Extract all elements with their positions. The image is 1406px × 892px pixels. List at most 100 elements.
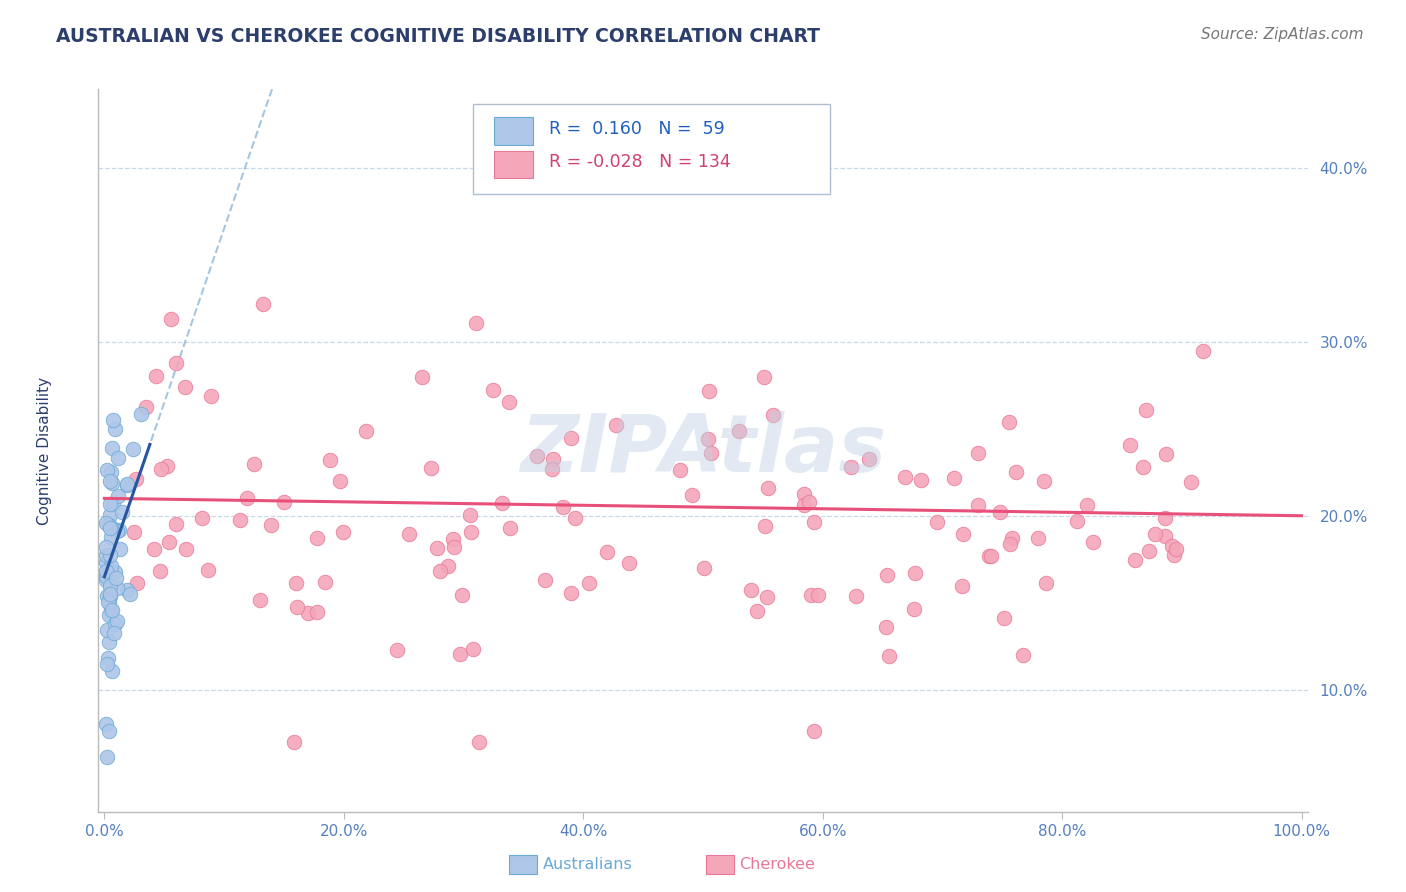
Point — [97, 650, 120, 665]
Point — [426, 541, 449, 556]
Point — [97, 594, 120, 608]
Point — [105, 524, 128, 538]
Point — [108, 542, 131, 557]
Point — [115, 477, 138, 491]
Point — [1139, 543, 1161, 558]
Point — [942, 471, 965, 485]
Point — [797, 495, 820, 509]
Text: Source: ZipAtlas.com: Source: ZipAtlas.com — [1201, 27, 1364, 42]
Point — [543, 451, 565, 466]
Point — [98, 498, 121, 512]
Point — [314, 575, 336, 590]
Point — [285, 576, 308, 591]
Text: Cognitive Disability: Cognitive Disability — [37, 376, 52, 524]
Point — [98, 475, 121, 489]
Point — [980, 549, 1002, 564]
Point — [1125, 552, 1147, 566]
Point — [100, 520, 122, 534]
Point — [100, 603, 122, 617]
Point — [148, 564, 170, 578]
Point — [249, 592, 271, 607]
Point — [191, 510, 214, 524]
Point — [498, 521, 520, 535]
Point — [534, 573, 557, 587]
Point — [101, 664, 124, 678]
Point — [96, 623, 118, 637]
Point — [165, 517, 187, 532]
Point — [98, 521, 121, 535]
Point — [740, 583, 762, 598]
Text: R = -0.028   N = 134: R = -0.028 N = 134 — [550, 153, 731, 171]
Point — [96, 589, 118, 603]
Point — [966, 498, 988, 512]
Point — [96, 463, 118, 477]
Point — [107, 451, 129, 466]
Point — [443, 540, 465, 554]
Point — [105, 571, 128, 585]
Point — [551, 500, 574, 514]
Point — [793, 487, 815, 501]
Point — [460, 525, 482, 540]
Point — [1000, 537, 1022, 551]
Point — [1012, 648, 1035, 662]
Point — [458, 508, 481, 523]
Point — [696, 432, 718, 446]
Point — [564, 511, 586, 525]
Point — [1191, 343, 1213, 358]
Text: AUSTRALIAN VS CHEROKEE COGNITIVE DISABILITY CORRELATION CHART: AUSTRALIAN VS CHEROKEE COGNITIVE DISABIL… — [56, 27, 820, 45]
Point — [1132, 459, 1154, 474]
Point — [143, 542, 166, 557]
Point — [108, 523, 131, 537]
Point — [329, 474, 352, 488]
Point — [100, 508, 122, 523]
Point — [124, 525, 146, 540]
Point — [596, 544, 619, 558]
FancyBboxPatch shape — [494, 151, 533, 178]
FancyBboxPatch shape — [494, 118, 533, 145]
Point — [441, 533, 464, 547]
Point — [319, 452, 342, 467]
Point — [979, 549, 1001, 563]
Point — [877, 648, 900, 663]
Point — [160, 311, 183, 326]
Point — [101, 412, 124, 426]
Point — [1160, 539, 1182, 553]
Point — [156, 458, 179, 473]
Point — [103, 497, 125, 511]
Point — [94, 548, 117, 562]
Point — [927, 515, 949, 529]
Point — [436, 558, 458, 573]
Point — [96, 657, 118, 672]
Point — [200, 388, 222, 402]
Point — [807, 588, 830, 602]
Point — [669, 463, 692, 477]
Point — [165, 356, 187, 370]
Point — [693, 561, 716, 575]
Point — [411, 370, 433, 384]
Point — [952, 526, 974, 541]
Point — [875, 620, 897, 634]
Point — [699, 445, 721, 459]
Point — [1154, 528, 1177, 542]
Point — [988, 505, 1011, 519]
Point — [754, 519, 776, 533]
Point — [354, 424, 377, 438]
Point — [619, 556, 641, 570]
Point — [285, 599, 308, 614]
Point — [96, 750, 118, 764]
Point — [260, 518, 283, 533]
Point — [1033, 475, 1056, 489]
Point — [993, 611, 1015, 625]
Point — [1081, 535, 1104, 549]
Point — [800, 588, 823, 602]
Point — [756, 481, 779, 495]
Point — [159, 534, 181, 549]
Point — [841, 459, 863, 474]
Point — [98, 635, 121, 649]
Point — [420, 461, 443, 475]
Point — [145, 369, 167, 384]
Point — [197, 563, 219, 577]
Point — [94, 564, 117, 578]
Point — [107, 489, 129, 503]
Point — [903, 602, 925, 616]
